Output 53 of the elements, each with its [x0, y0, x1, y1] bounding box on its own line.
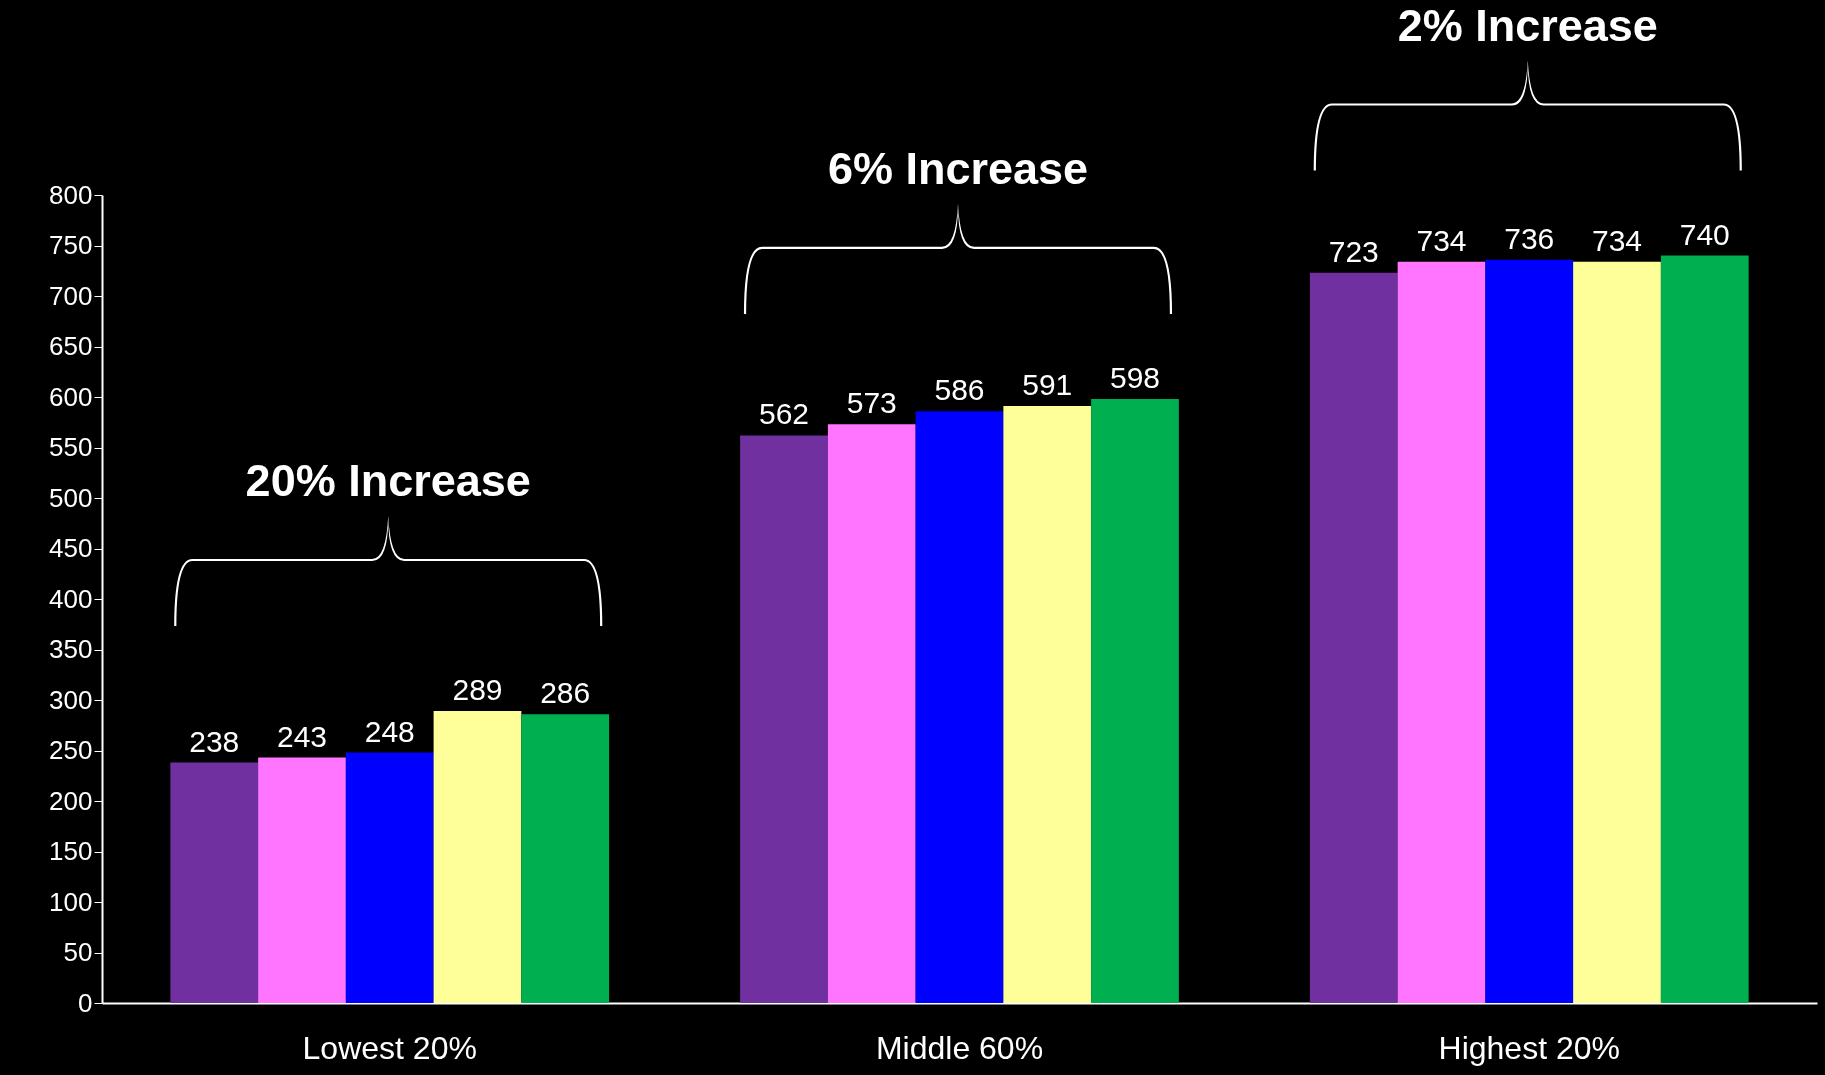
y-tick-label: 50 [63, 937, 93, 967]
y-tick-label: 300 [49, 684, 93, 715]
y-tick-label: 700 [49, 280, 93, 311]
bar [740, 435, 828, 1003]
bar [827, 424, 916, 1003]
data-label: 286 [540, 676, 591, 710]
bar [345, 752, 434, 1003]
x-tick-label: Highest 20% [1438, 1029, 1620, 1066]
y-tick-label: 800 [49, 179, 93, 210]
data-label: 740 [1679, 217, 1730, 251]
bar [1660, 255, 1749, 1003]
data-label: 598 [1109, 361, 1161, 395]
data-label: 243 [276, 719, 328, 753]
bar [258, 757, 346, 1003]
data-label: 586 [934, 373, 985, 407]
bar [1397, 261, 1486, 1003]
data-label: 736 [1504, 221, 1555, 255]
y-tick-label: 650 [49, 331, 93, 361]
data-label: 289 [452, 673, 503, 707]
data-label: 573 [846, 386, 897, 420]
bar [521, 714, 610, 1003]
data-label: 562 [758, 397, 810, 431]
data-label: 238 [189, 724, 240, 758]
y-tick-label: 400 [49, 583, 93, 614]
bar [1485, 259, 1574, 1003]
data-label: 734 [1416, 223, 1467, 257]
y-tick-label: 0 [78, 987, 93, 1018]
text: 2% Increase [1397, 0, 1658, 51]
bar [1309, 272, 1398, 1003]
y-tick-label: 100 [49, 886, 93, 917]
y-tick-label: 500 [49, 482, 93, 513]
y-tick-label: 600 [49, 381, 93, 412]
data-label: 734 [1591, 223, 1643, 257]
y-tick-label: 550 [49, 432, 93, 462]
y-tick-label: 750 [49, 230, 93, 260]
y-tick-label: 250 [49, 735, 93, 765]
data-label: 723 [1328, 234, 1379, 268]
annotation: 20% Increase [245, 455, 531, 507]
y-tick-label: 150 [49, 836, 93, 866]
bar [1003, 406, 1092, 1003]
y-tick-label: 350 [49, 634, 93, 664]
x-tick-label: Lowest 20% [302, 1029, 477, 1066]
bar [915, 411, 1004, 1003]
bar [170, 762, 259, 1003]
bar [1091, 399, 1179, 1003]
x-tick-label: Middle 60% [875, 1029, 1044, 1066]
data-label: 591 [1022, 368, 1073, 402]
data-label: 248 [364, 714, 415, 748]
y-tick-label: 450 [49, 533, 93, 563]
text: 6% Increase [827, 143, 1089, 195]
y-tick-label: 200 [49, 785, 93, 816]
bar [1573, 261, 1661, 1003]
bar [433, 711, 522, 1003]
